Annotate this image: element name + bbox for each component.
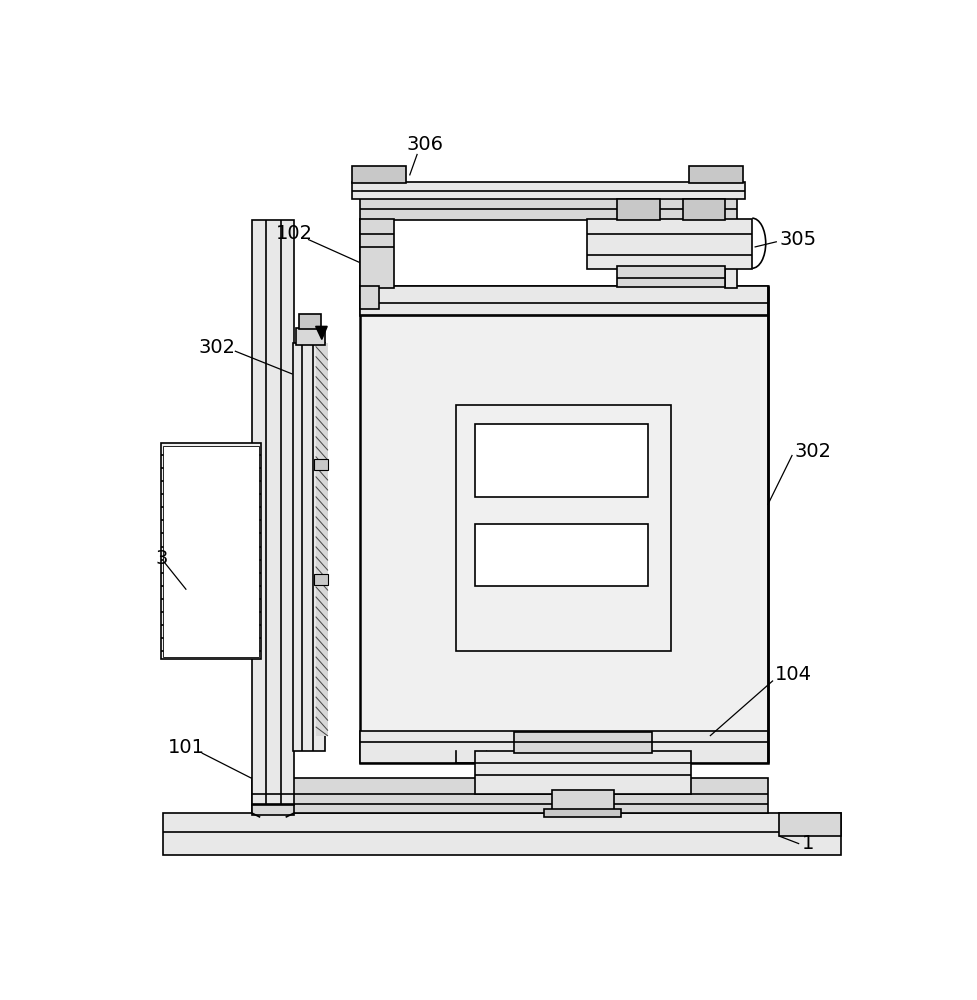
Text: 302: 302	[198, 338, 235, 357]
Bar	[455, 405, 670, 651]
Bar	[360, 286, 767, 763]
Text: 104: 104	[775, 665, 812, 684]
Bar	[161, 443, 261, 659]
Bar	[360, 219, 370, 288]
Text: 306: 306	[406, 135, 443, 154]
Text: 101: 101	[168, 738, 204, 757]
Bar	[295, 328, 324, 345]
Bar	[616, 199, 659, 220]
Text: 102: 102	[276, 224, 313, 243]
Bar	[163, 446, 258, 657]
Bar	[475, 524, 648, 586]
Bar	[314, 459, 327, 470]
Bar	[360, 286, 378, 309]
Bar	[360, 219, 394, 288]
Bar	[360, 731, 767, 763]
Bar	[251, 220, 294, 805]
Text: 305: 305	[779, 230, 816, 249]
Bar	[163, 813, 840, 855]
Bar	[352, 182, 743, 199]
Polygon shape	[316, 326, 327, 339]
Bar	[292, 343, 324, 751]
Text: 302: 302	[793, 442, 830, 461]
Bar	[544, 809, 620, 817]
Bar	[299, 314, 320, 329]
Bar	[352, 166, 405, 183]
Bar	[689, 166, 743, 183]
Bar	[616, 266, 725, 287]
Bar	[682, 199, 725, 220]
Bar	[475, 751, 690, 794]
Bar	[251, 805, 294, 815]
Bar	[314, 574, 327, 585]
Bar	[725, 219, 736, 288]
Bar	[360, 286, 767, 316]
Text: 1: 1	[801, 834, 814, 853]
Bar	[475, 424, 648, 497]
Bar	[779, 813, 840, 836]
Bar	[360, 197, 736, 220]
Bar	[586, 219, 751, 269]
Bar	[251, 778, 767, 813]
Bar	[551, 790, 613, 811]
Bar	[513, 732, 652, 753]
Bar	[316, 343, 327, 736]
Text: 3: 3	[155, 549, 168, 568]
